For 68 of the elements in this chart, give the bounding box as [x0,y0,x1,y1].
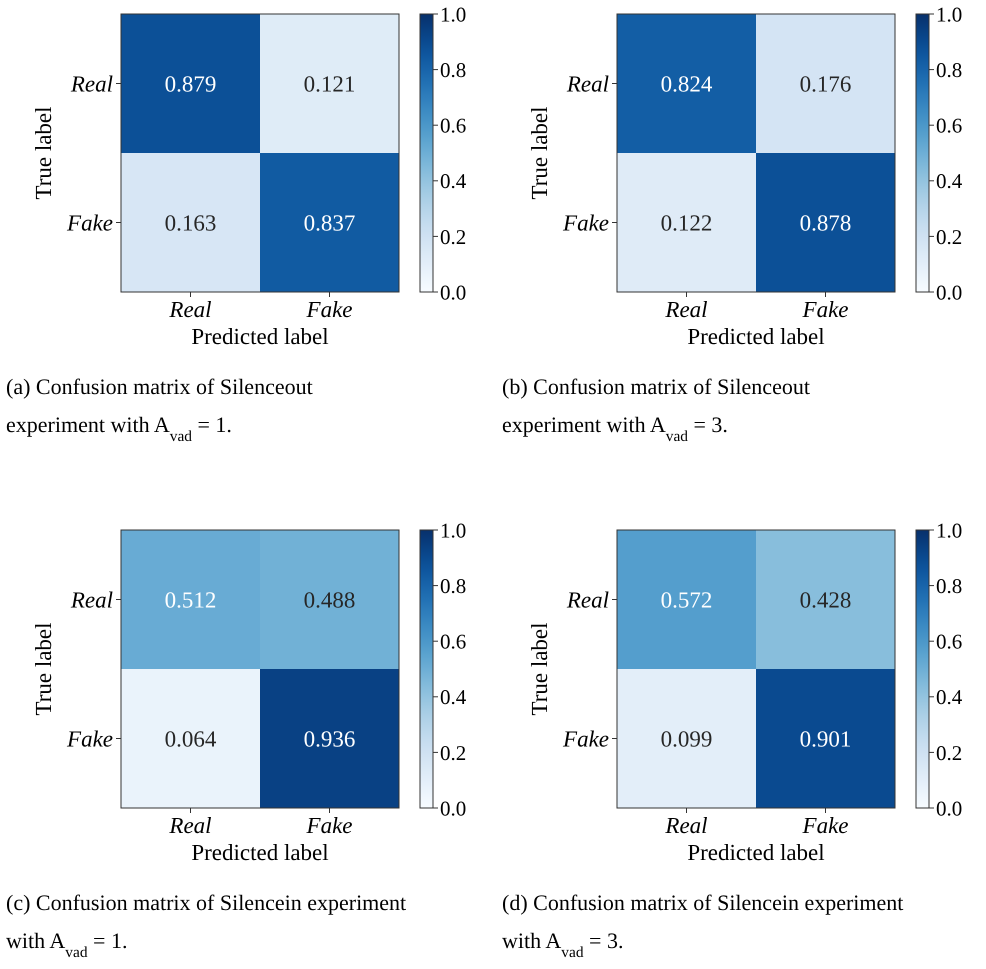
y-axis-title: True label [527,106,552,200]
data-label: 0.064 [164,726,217,752]
data-label: 0.176 [800,72,852,97]
color-bar-label: 0.8 [440,58,466,82]
text: (b) Confusion matrix of Silenceout experiment with A$_{vad}$ = 3. [502,374,810,444]
y-axis-title: True label [31,622,56,716]
x-tick-label: Real [664,297,708,322]
y-tick-label: Real [566,588,609,613]
data-label: 0.901 [800,726,852,752]
y-tick-label: Fake [66,210,113,236]
color-bar-label: 0.6 [440,630,466,654]
data-label: 0.488 [304,588,356,613]
x-axis-title: Predicted label [687,324,825,349]
x-tick-label: Fake [306,813,352,838]
color-bar-label: 1.0 [936,2,962,26]
data-label: 0.122 [660,210,712,236]
data-label: 0.878 [800,210,852,236]
y-axis-title: True label [31,106,56,200]
color-bar-label: 0.4 [440,169,467,194]
color-bar-label: 0.2 [440,740,466,765]
color-bar-label: 0.0 [936,796,962,820]
color-bar-label: 0.8 [936,574,962,598]
x-tick-label: Real [168,297,212,322]
x-tick-label: Fake [306,297,352,322]
color-bar-label: 1.0 [936,518,962,542]
y-tick-label: Real [566,72,609,97]
x-tick-label: Real [168,813,212,838]
color-bar-label: 0.8 [936,58,962,82]
data-label: 0.512 [164,588,216,613]
color-bar-label: 0.4 [440,685,467,710]
color-bar-label: 0.6 [936,630,962,654]
data-label: 0.879 [164,72,216,97]
data-label: 0.428 [800,588,852,613]
y-tick-label: Fake [66,726,113,752]
text: (d) Confusion matrix of Silencein experiment with A$_{vad}$ = 3. [502,890,904,960]
x-tick-label: Real [664,813,708,838]
y-tick-label: Real [70,72,113,97]
text: (a) Confusion matrix of Silenceout experiment with A$_{vad}$ = 1. [6,374,313,444]
data-label: 0.163 [164,210,216,236]
x-axis-title: Predicted label [191,324,329,349]
data-label: 0.121 [304,72,356,97]
data-label: 0.936 [304,726,356,752]
y-tick-label: Real [70,588,113,613]
color-bar-label: 0.6 [440,114,466,138]
color-bar-label: 0.4 [936,169,963,194]
color-bar-label: 0.2 [936,740,962,765]
color-bar-label: 0.6 [936,114,962,138]
x-axis-title: Predicted label [191,840,329,865]
color-bar-label: 1.0 [440,518,466,542]
x-axis-title: Predicted label [687,840,825,865]
x-tick-label: Fake [802,297,848,322]
y-axis-title: True label [527,622,552,716]
color-bar-label: 0.2 [936,224,962,249]
data-label: 0.572 [660,588,712,613]
color-bar-label: 1.0 [440,2,466,26]
color-bar-label: 0.8 [440,574,466,598]
text: (c) Confusion matrix of Silencein experiment with A$_{vad}$ = 1. [6,890,406,960]
y-tick-label: Fake [562,210,609,236]
color-bar-label: 0.2 [440,224,466,249]
color-bar-label: 0.0 [936,280,962,304]
y-tick-label: Fake [562,726,609,752]
data-label: 0.824 [660,72,713,97]
color-bar-label: 0.4 [936,685,963,710]
color-bar-label: 0.0 [440,796,466,820]
data-label: 0.099 [660,726,712,752]
color-bar-label: 0.0 [440,280,466,304]
data-label: 0.837 [304,210,356,236]
x-tick-label: Fake [802,813,848,838]
